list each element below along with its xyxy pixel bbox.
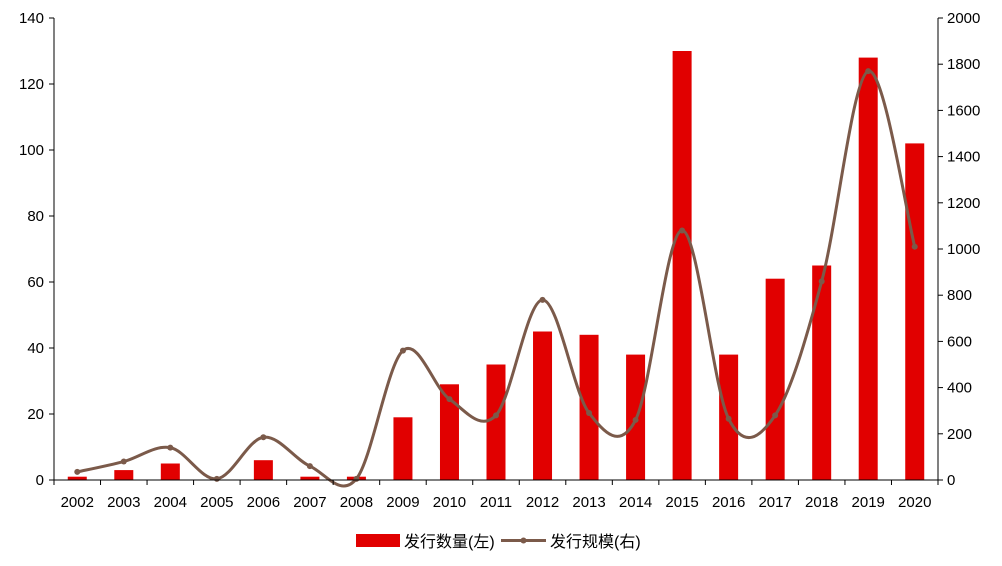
bar-2006 — [253, 460, 273, 480]
legend-line-marker — [520, 537, 527, 544]
left-tick-label: 80 — [27, 208, 44, 225]
left-tick-label: 120 — [19, 76, 44, 93]
right-tick-label: 1800 — [947, 56, 980, 73]
left-tick-label: 140 — [19, 10, 44, 27]
line-point-2017 — [772, 412, 779, 419]
x-tick-label: 2003 — [107, 494, 140, 511]
bar-2004 — [160, 463, 180, 480]
bar-2002 — [67, 476, 87, 480]
legend-bar-label: 发行数量(左) — [404, 533, 495, 551]
right-tick-label: 400 — [947, 380, 972, 397]
line-point-2008 — [353, 475, 360, 482]
x-tick-label: 2017 — [758, 494, 791, 511]
left-tick-label: 100 — [19, 142, 44, 159]
x-tick-label: 2009 — [386, 494, 419, 511]
right-axis-ticks: 0 200 400 600 800 1000 1200 1400 1600 1800 2000 — [938, 10, 980, 489]
bar-2017 — [765, 278, 785, 480]
line-point-2011 — [493, 412, 499, 419]
x-tick-label: 2008 — [340, 494, 373, 511]
bar-2012 — [533, 331, 553, 480]
line-point-2013 — [586, 410, 593, 417]
legend-line-label: 发行规模(右) — [550, 533, 641, 551]
bar-2003 — [114, 470, 134, 480]
x-tick-label: 2012 — [526, 494, 559, 511]
line-series — [74, 68, 918, 488]
right-tick-label: 800 — [947, 287, 972, 304]
x-tick-label: 2011 — [480, 494, 512, 511]
x-tick-label: 2015 — [665, 494, 698, 511]
bar-2015 — [672, 51, 692, 480]
line-point-2012 — [539, 296, 546, 303]
bar-2013 — [579, 334, 599, 480]
right-tick-label: 1400 — [947, 149, 980, 166]
bar-2009 — [393, 417, 413, 480]
right-tick-label: 0 — [947, 472, 955, 489]
x-axis-ticks: 2002 2003 2004 2005 2006 2007 2008 2009 2010 2011… — [53, 480, 939, 511]
line-point-2019 — [865, 68, 872, 75]
right-tick-label: 2000 — [947, 10, 980, 27]
bar-2018 — [812, 265, 832, 480]
x-tick-label: 2019 — [852, 494, 885, 511]
x-tick-label: 2004 — [154, 494, 187, 511]
line-point-2015 — [679, 227, 686, 234]
line-point-2020 — [911, 243, 918, 250]
bar-2019 — [858, 57, 878, 480]
bar-2010 — [439, 384, 459, 480]
x-tick-label: 2007 — [293, 494, 326, 511]
left-tick-label: 60 — [27, 274, 44, 291]
bar-2011 — [486, 364, 506, 480]
x-tick-label: 2006 — [247, 494, 280, 511]
left-axis-ticks: 0 20 40 60 80 100 120 140 — [19, 10, 54, 489]
x-tick-label: 2013 — [572, 494, 605, 511]
legend-bar-swatch — [356, 534, 400, 547]
left-tick-label: 40 — [27, 340, 44, 357]
line-point-2010 — [446, 396, 453, 403]
x-tick-label: 2018 — [805, 494, 838, 511]
left-tick-label: 20 — [27, 406, 44, 423]
x-tick-label: 2016 — [712, 494, 745, 511]
x-tick-label: 2014 — [619, 494, 652, 511]
line-point-2016 — [725, 415, 732, 422]
bar-2020 — [905, 143, 925, 480]
line-point-2007 — [306, 463, 313, 470]
line-point-2014 — [632, 416, 639, 423]
right-tick-label: 200 — [947, 426, 972, 443]
line-point-2009 — [399, 347, 406, 354]
right-tick-label: 1200 — [947, 195, 980, 212]
x-tick-label: 2020 — [898, 494, 931, 511]
legend: 发行数量(左) 发行规模(右) — [356, 533, 641, 551]
x-tick-label: 2005 — [200, 494, 233, 511]
x-tick-label: 2002 — [61, 494, 94, 511]
left-tick-label: 0 — [36, 472, 44, 489]
line-point-2006 — [260, 434, 267, 441]
line-point-2005 — [213, 475, 220, 482]
right-tick-label: 600 — [947, 333, 972, 350]
line-point-2002 — [74, 468, 81, 475]
line-point-2003 — [120, 458, 127, 465]
line-point-2018 — [818, 278, 825, 285]
right-tick-label: 1000 — [947, 241, 980, 258]
line-point-2004 — [167, 444, 174, 451]
bar-2007 — [300, 476, 320, 480]
line-path — [76, 69, 917, 488]
right-tick-label: 1600 — [947, 102, 980, 119]
bar-series — [67, 51, 925, 480]
x-tick-label: 2010 — [433, 494, 466, 511]
